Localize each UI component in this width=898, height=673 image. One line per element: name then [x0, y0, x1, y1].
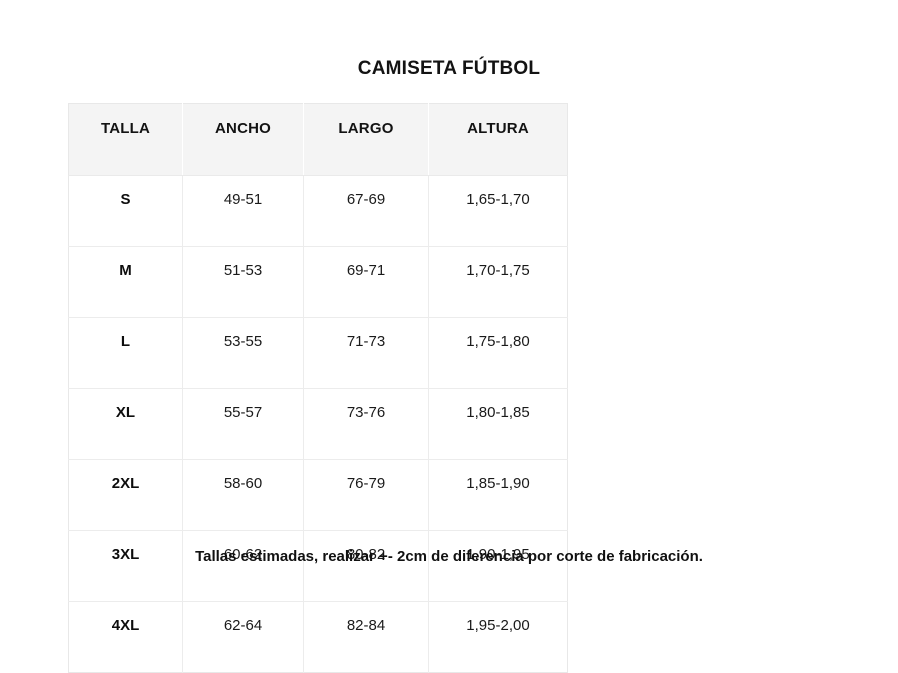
cell-largo: 67-69	[303, 175, 429, 247]
cell-altura: 1,75-1,80	[428, 317, 568, 389]
cell-altura: 1,65-1,70	[428, 175, 568, 247]
cell-altura: 1,70-1,75	[428, 246, 568, 318]
table-row: 2XL 58-60 76-79 1,85-1,90	[68, 459, 568, 531]
cell-talla: 4XL	[68, 601, 183, 673]
column-header-altura: ALTURA	[428, 103, 568, 176]
table-body: S 49-51 67-69 1,65-1,70 M 51-53 69-71 1,…	[68, 175, 568, 673]
column-header-talla: TALLA	[68, 103, 183, 176]
table-row: 3XL 60-62 80-82 1,90-1,95	[68, 530, 568, 602]
column-header-largo: LARGO	[303, 103, 429, 176]
cell-ancho: 58-60	[182, 459, 304, 531]
table-row: L 53-55 71-73 1,75-1,80	[68, 317, 568, 389]
cell-largo: 76-79	[303, 459, 429, 531]
cell-ancho: 55-57	[182, 388, 304, 460]
cell-talla: XL	[68, 388, 183, 460]
table-header-row: TALLA ANCHO LARGO ALTURA	[68, 103, 568, 176]
cell-talla: M	[68, 246, 183, 318]
table-row: XL 55-57 73-76 1,80-1,85	[68, 388, 568, 460]
cell-ancho: 62-64	[182, 601, 304, 673]
cell-talla: L	[68, 317, 183, 389]
cell-largo: 82-84	[303, 601, 429, 673]
cell-ancho: 49-51	[182, 175, 304, 247]
cell-talla: 3XL	[68, 530, 183, 602]
cell-largo: 80-82	[303, 530, 429, 602]
cell-ancho: 51-53	[182, 246, 304, 318]
cell-largo: 71-73	[303, 317, 429, 389]
cell-altura: 1,80-1,85	[428, 388, 568, 460]
cell-talla: S	[68, 175, 183, 247]
size-chart-page: CAMISETA FÚTBOL TALLA ANCHO LARGO ALTURA…	[68, 58, 703, 673]
cell-altura: 1,85-1,90	[428, 459, 568, 531]
cell-largo: 73-76	[303, 388, 429, 460]
column-header-ancho: ANCHO	[182, 103, 304, 176]
size-table: TALLA ANCHO LARGO ALTURA S 49-51 67-69 1…	[68, 103, 568, 673]
cell-ancho: 53-55	[182, 317, 304, 389]
table-row: 4XL 62-64 82-84 1,95-2,00	[68, 601, 568, 673]
page-title: CAMISETA FÚTBOL	[357, 58, 541, 79]
table-row: M 51-53 69-71 1,70-1,75	[68, 246, 568, 318]
table-header: TALLA ANCHO LARGO ALTURA	[68, 103, 568, 176]
cell-talla: 2XL	[68, 459, 183, 531]
cell-ancho: 60-62	[182, 530, 304, 602]
table-row: S 49-51 67-69 1,65-1,70	[68, 175, 568, 247]
size-note: Tallas estimadas, realizar +- 2cm de dif…	[195, 548, 703, 565]
cell-altura: 1,95-2,00	[466, 617, 530, 634]
cell-altura: 1,90-1,95	[428, 530, 568, 602]
size-table-container: TALLA ANCHO LARGO ALTURA S 49-51 67-69 1…	[68, 103, 568, 673]
cell-largo: 69-71	[303, 246, 429, 318]
